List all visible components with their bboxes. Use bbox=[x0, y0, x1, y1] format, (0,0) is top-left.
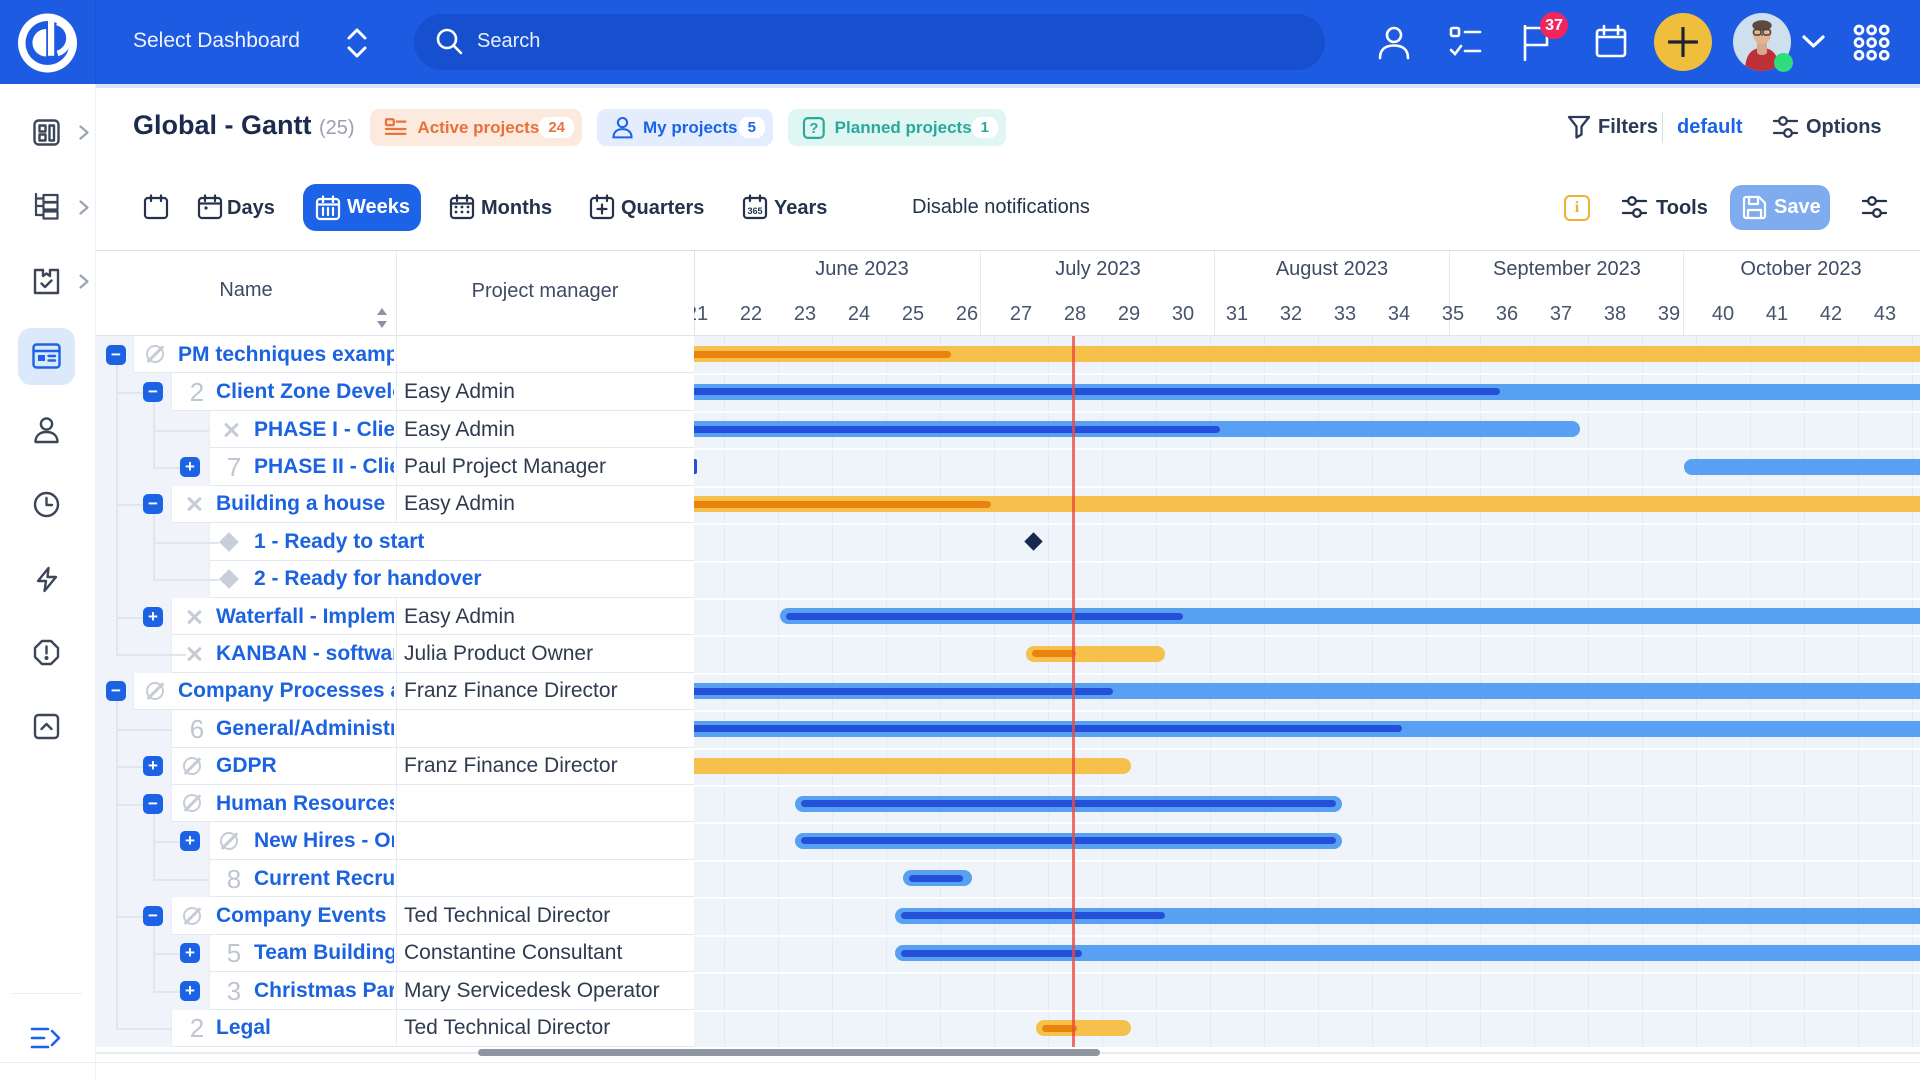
svg-text:?: ? bbox=[809, 120, 818, 136]
svg-text:365: 365 bbox=[747, 206, 762, 216]
